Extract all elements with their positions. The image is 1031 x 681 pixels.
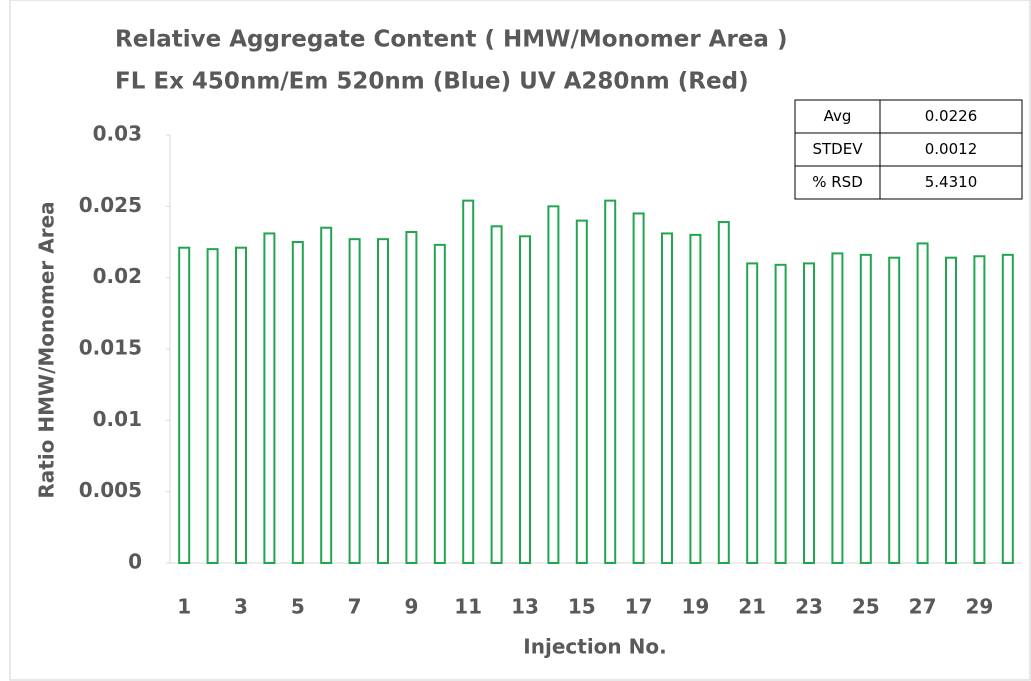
bar	[490, 225, 503, 564]
bar	[717, 221, 730, 564]
bar	[632, 212, 645, 564]
x-axis-title: Injection No.	[523, 635, 666, 659]
bar	[803, 262, 815, 564]
x-tick-label: 13	[511, 595, 539, 619]
bar	[1001, 253, 1014, 564]
y-axis-title: Ratio HMW/Monomer Area	[35, 201, 59, 498]
y-tick-label: 0	[128, 550, 142, 574]
bar	[746, 262, 759, 564]
x-tick-label: 25	[852, 595, 880, 619]
x-tick-label: 17	[625, 595, 653, 619]
stats-cell	[794, 165, 881, 200]
stats-name: % RSD	[812, 173, 863, 191]
chart-subtitle: FL Ex 450nm/Em 520nm (Blue) UV A280nm (R…	[115, 69, 749, 95]
bar	[348, 238, 361, 564]
bar	[575, 219, 588, 564]
y-tick-label: 0.015	[79, 336, 142, 360]
stats-name: Avg	[824, 107, 852, 125]
stats-cell	[794, 132, 881, 167]
x-tick-label: 3	[234, 595, 248, 619]
bar	[462, 199, 475, 564]
bar	[859, 253, 872, 564]
bar	[291, 241, 304, 564]
stats-value: 5.4310	[925, 173, 978, 191]
y-tick-label: 0.005	[79, 478, 142, 502]
x-tick-label: 9	[404, 595, 418, 619]
bar	[178, 246, 191, 564]
x-tick-label: 21	[738, 595, 766, 619]
x-tick-label: 1	[177, 595, 191, 619]
x-tick-label: 19	[681, 595, 709, 619]
bar	[433, 243, 446, 564]
bar	[263, 232, 276, 564]
bar	[945, 256, 957, 564]
bar	[774, 263, 787, 564]
bar	[661, 232, 673, 564]
stats-value: 0.0012	[925, 140, 978, 158]
bar	[206, 248, 219, 564]
bar	[235, 246, 247, 564]
stats-value: 0.0226	[925, 107, 978, 125]
x-tick-label: 15	[568, 595, 596, 619]
bar	[916, 242, 929, 564]
bar	[405, 231, 418, 564]
y-tick-label: 0.02	[93, 264, 142, 288]
x-tick-label: 11	[454, 595, 482, 619]
bar	[973, 255, 986, 564]
x-tick-label: 5	[291, 595, 305, 619]
bar	[320, 226, 333, 564]
bar	[377, 238, 389, 564]
y-tick-label: 0.025	[79, 193, 142, 217]
y-tick-label: 0.01	[93, 407, 142, 431]
chart-title: Relative Aggregate Content ( HMW/Monomer…	[115, 27, 787, 53]
x-tick-label: 7	[348, 595, 362, 619]
x-tick-label: 29	[965, 595, 993, 619]
x-tick-label: 23	[795, 595, 823, 619]
bar	[831, 252, 844, 564]
bar	[547, 205, 560, 564]
bar	[689, 233, 702, 564]
y-tick-label: 0.03	[93, 122, 142, 146]
x-tick-label: 27	[909, 595, 937, 619]
stats-name: STDEV	[813, 140, 864, 158]
stats-cell	[879, 165, 1023, 200]
bar	[888, 256, 901, 564]
bar	[604, 199, 617, 564]
bar	[519, 235, 531, 564]
